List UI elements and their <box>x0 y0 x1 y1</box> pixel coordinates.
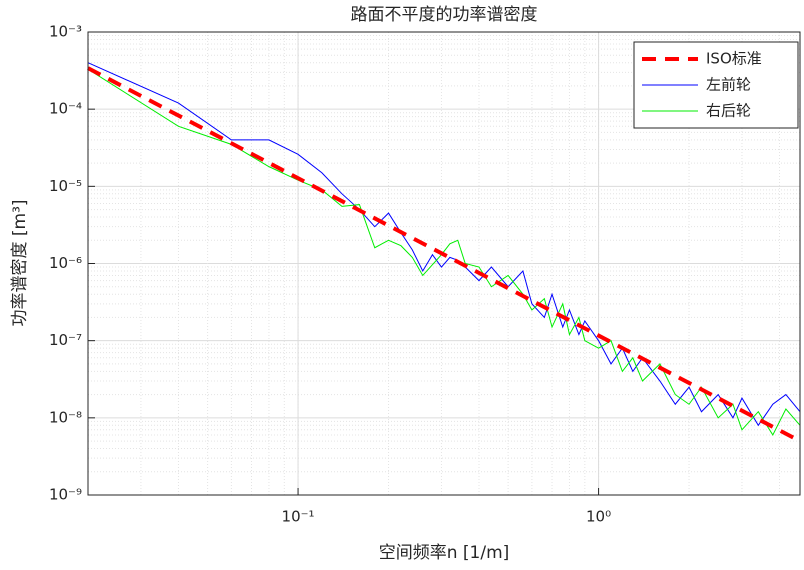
legend-label: 右后轮 <box>706 102 751 120</box>
x-tick-label: 10⁻¹ <box>282 508 315 526</box>
y-tick-label: 10⁻⁶ <box>49 254 82 272</box>
chart-title: 路面不平度的功率谱密度 <box>351 5 538 25</box>
y-tick-label: 10⁻⁴ <box>49 100 82 118</box>
y-tick-label: 10⁻⁹ <box>49 486 82 504</box>
x-axis-label: 空间频率n [1/m] <box>379 543 510 563</box>
reference-line <box>87 66 801 443</box>
legend-label: ISO标准 <box>706 50 762 68</box>
axes-box <box>87 31 801 496</box>
y-axis-label: 功率谱密度 [m³] <box>10 199 30 326</box>
data-line <box>87 62 801 427</box>
legend-label: 左前轮 <box>706 76 751 94</box>
y-tick-label: 10⁻⁵ <box>49 177 82 195</box>
y-tick-label: 10⁻³ <box>49 23 82 41</box>
x-tick-label: 10⁰ <box>586 508 611 526</box>
y-tick-label: 10⁻⁷ <box>49 331 82 349</box>
y-tick-label: 10⁻⁸ <box>49 408 82 426</box>
